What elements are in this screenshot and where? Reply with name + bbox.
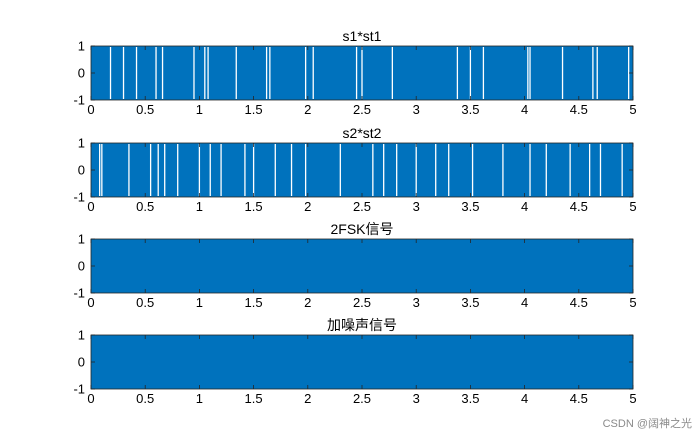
x-tick-label-2-11: 5 — [629, 199, 636, 214]
x-tick-label-1-6: 2.5 — [353, 102, 371, 117]
x-tick-label-1-7: 3 — [413, 102, 420, 117]
subplot-title-1: s1*st1 — [343, 28, 382, 44]
signal-series-2 — [91, 143, 633, 197]
x-tick-label-2-3: 1 — [196, 199, 203, 214]
x-tick-label-1-8: 3.5 — [461, 102, 479, 117]
x-tick-label-4-6: 2.5 — [353, 391, 371, 406]
x-tick-label-1-3: 1 — [196, 102, 203, 117]
signal-series-3 — [91, 239, 633, 293]
subplot-title-4: 加噪声信号 — [327, 317, 397, 333]
x-tick-label-4-9: 4 — [521, 391, 528, 406]
x-tick-label-2-9: 4 — [521, 199, 528, 214]
x-tick-label-3-11: 5 — [629, 295, 636, 310]
x-tick-label-2-1: 0 — [87, 199, 94, 214]
x-tick-label-4-11: 5 — [629, 391, 636, 406]
x-tick-label-4-4: 1.5 — [245, 391, 263, 406]
x-tick-label-3-4: 1.5 — [245, 295, 263, 310]
y-tick-label-1-2: 0 — [78, 66, 85, 81]
x-tick-label-4-10: 4.5 — [570, 391, 588, 406]
x-tick-label-4-2: 0.5 — [136, 391, 154, 406]
x-tick-label-2-2: 0.5 — [136, 199, 154, 214]
x-tick-label-3-1: 0 — [87, 295, 94, 310]
x-tick-label-1-9: 4 — [521, 102, 528, 117]
x-tick-label-3-9: 4 — [521, 295, 528, 310]
watermark: CSDN @阔神之光 — [602, 418, 692, 430]
x-tick-label-3-7: 3 — [413, 295, 420, 310]
x-tick-label-2-10: 4.5 — [570, 199, 588, 214]
x-tick-label-1-11: 5 — [629, 102, 636, 117]
x-tick-label-1-1: 0 — [87, 102, 94, 117]
x-tick-label-4-8: 3.5 — [461, 391, 479, 406]
x-tick-label-3-6: 2.5 — [353, 295, 371, 310]
y-tick-label-4-2: 0 — [78, 355, 85, 370]
x-tick-label-4-5: 2 — [304, 391, 311, 406]
x-tick-label-2-4: 1.5 — [245, 199, 263, 214]
x-tick-label-2-5: 2 — [304, 199, 311, 214]
y-tick-label-2-1: -1 — [73, 190, 85, 205]
x-tick-label-3-5: 2 — [304, 295, 311, 310]
subplot-title-2: s2*st2 — [343, 125, 382, 141]
y-tick-label-3-2: 0 — [78, 259, 85, 274]
y-tick-label-1-3: 1 — [78, 39, 85, 54]
x-tick-label-2-7: 3 — [413, 199, 420, 214]
x-tick-label-1-2: 0.5 — [136, 102, 154, 117]
x-tick-label-1-10: 4.5 — [570, 102, 588, 117]
x-tick-label-1-5: 2 — [304, 102, 311, 117]
x-tick-label-4-7: 3 — [413, 391, 420, 406]
y-tick-label-3-3: 1 — [78, 232, 85, 247]
x-tick-label-4-3: 1 — [196, 391, 203, 406]
x-tick-label-3-3: 1 — [196, 295, 203, 310]
x-tick-label-4-1: 0 — [87, 391, 94, 406]
y-tick-label-2-3: 1 — [78, 136, 85, 151]
y-tick-label-3-1: -1 — [73, 286, 85, 301]
x-tick-label-3-2: 0.5 — [136, 295, 154, 310]
x-tick-label-3-10: 4.5 — [570, 295, 588, 310]
y-tick-label-4-1: -1 — [73, 382, 85, 397]
subplot-title-3: 2FSK信号 — [330, 221, 393, 237]
x-tick-label-2-8: 3.5 — [461, 199, 479, 214]
x-tick-label-2-6: 2.5 — [353, 199, 371, 214]
x-tick-label-1-4: 1.5 — [245, 102, 263, 117]
y-tick-label-1-1: -1 — [73, 93, 85, 108]
y-tick-label-2-2: 0 — [78, 163, 85, 178]
signal-series-4 — [91, 335, 633, 389]
x-tick-label-3-8: 3.5 — [461, 295, 479, 310]
y-tick-label-4-3: 1 — [78, 328, 85, 343]
